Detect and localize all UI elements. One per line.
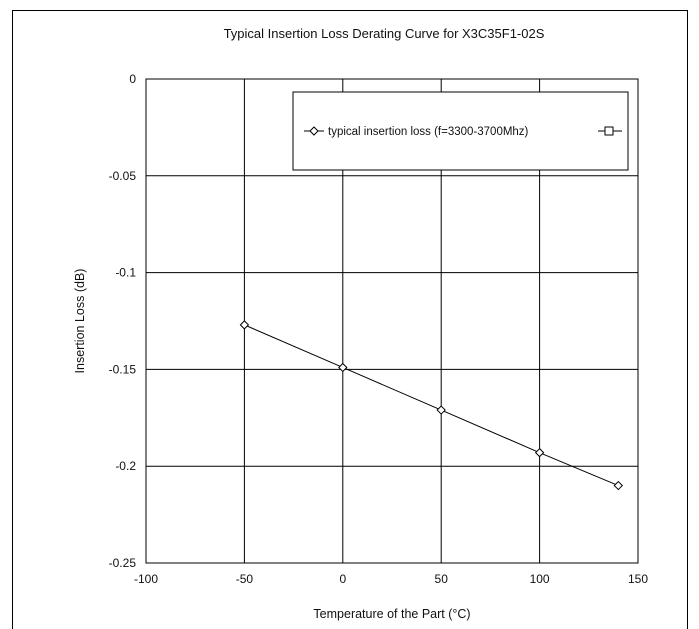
y-tick-label: 0 xyxy=(129,72,136,86)
x-tick-label: 100 xyxy=(530,572,550,586)
x-tick-label: 50 xyxy=(435,572,449,586)
legend-label-series-1: typical insertion loss (f=3300-3700Mhz) xyxy=(328,126,529,138)
data-point-diamond xyxy=(239,320,250,330)
x-tick-label: -100 xyxy=(134,572,158,586)
chart-frame xyxy=(12,10,688,629)
x-tick-label: 150 xyxy=(628,572,648,586)
legend-box xyxy=(292,91,629,171)
data-point-diamond xyxy=(338,362,348,373)
plot-area xyxy=(145,78,639,564)
chart-title: Typical Insertion Loss Derating Curve fo… xyxy=(224,26,545,41)
x-axis-label: Temperature of the Part (°C) xyxy=(313,607,470,621)
y-tick-label: -0.1 xyxy=(115,266,136,280)
legend: typical insertion loss (f=3300-3700Mhz) xyxy=(292,91,629,171)
y-axis-label: Insertion Loss (dB) xyxy=(73,269,87,374)
series-line-1 xyxy=(244,324,619,487)
x-tick-label: 0 xyxy=(339,572,346,586)
y-tick-label: -0.2 xyxy=(115,459,136,473)
x-tick-label: -50 xyxy=(236,572,254,586)
y-tick-label: -0.05 xyxy=(109,169,137,183)
data-point-diamond xyxy=(534,447,545,458)
y-tick-label: -0.25 xyxy=(109,556,137,570)
legend-marker-diamond-icon xyxy=(309,126,319,136)
y-tick-label: -0.15 xyxy=(109,362,137,376)
data-point-diamond xyxy=(613,480,624,491)
series-group xyxy=(239,320,624,491)
data-point-diamond xyxy=(436,405,446,415)
legend-marker-square-icon xyxy=(604,126,614,136)
x-tick-labels: -100 -50 0 50 100 150 xyxy=(134,572,648,586)
y-tick-labels: 0 -0.05 -0.1 -0.15 -0.2 -0.25 xyxy=(109,72,137,570)
